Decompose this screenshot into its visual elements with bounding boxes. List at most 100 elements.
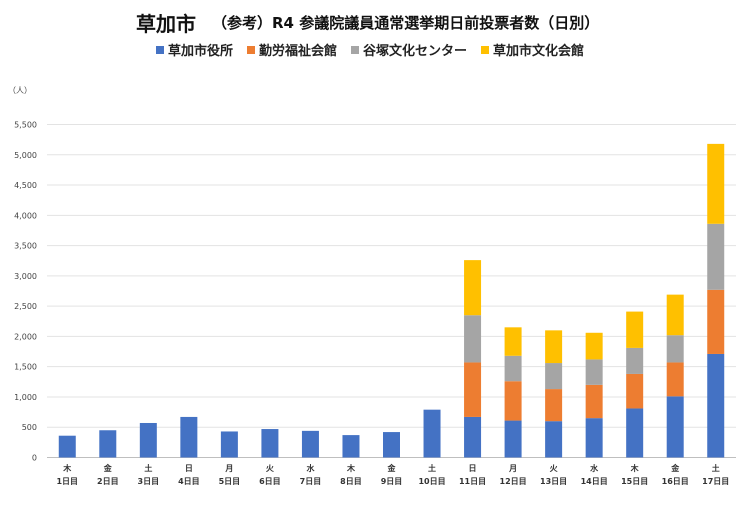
bar-segment bbox=[301, 430, 319, 458]
bar-segment bbox=[504, 420, 522, 458]
bar-segment bbox=[423, 409, 441, 458]
bar-segment bbox=[58, 435, 76, 458]
bar-segment bbox=[261, 429, 279, 458]
bar-segment bbox=[383, 432, 400, 458]
x-tick-weekday: 土 bbox=[144, 463, 152, 473]
x-tick-day: 7日目 bbox=[300, 477, 322, 486]
bar-segment bbox=[504, 355, 522, 382]
bar-segment bbox=[464, 315, 482, 363]
x-tick-weekday: 日 bbox=[469, 464, 477, 473]
bar-segment bbox=[545, 421, 563, 458]
y-tick-label: 0 bbox=[32, 454, 37, 463]
bar-segment bbox=[139, 422, 157, 458]
bar-segment bbox=[504, 327, 522, 356]
y-tick-label: 1,500 bbox=[14, 363, 37, 372]
x-tick-day: 14日目 bbox=[581, 477, 608, 486]
legend-item: 草加市役所 bbox=[155, 40, 233, 59]
bar-segment bbox=[180, 416, 198, 458]
x-tick-weekday: 水 bbox=[589, 463, 599, 473]
legend-label: 谷塚文化センター bbox=[363, 44, 468, 59]
bar-segment bbox=[666, 335, 684, 363]
y-axis-ticks: 0 500 1,000 1,500 2,000 2,500 3,000 3,500 4,000 4… bbox=[14, 121, 37, 463]
x-tick-weekday: 日 bbox=[185, 464, 193, 473]
bar-segment bbox=[585, 332, 603, 360]
legend: 草加市役所 勤労福祉会館 谷塚文化センター 草加市文化会館 bbox=[0, 40, 740, 59]
x-tick-day: 4日目 bbox=[178, 477, 200, 486]
x-tick-day: 2日目 bbox=[97, 477, 119, 486]
x-tick-day: 10日目 bbox=[418, 477, 445, 486]
legend-label: 草加市文化会館 bbox=[493, 44, 585, 59]
y-axis-unit-label: （人） bbox=[8, 86, 32, 95]
x-tick-day: 3日目 bbox=[138, 477, 160, 486]
bar-segment bbox=[464, 260, 482, 316]
x-tick-weekday: 土 bbox=[428, 463, 436, 473]
x-tick-day: 5日目 bbox=[219, 477, 241, 486]
x-tick-day: 6日目 bbox=[259, 477, 281, 486]
legend-label: 草加市役所 bbox=[167, 44, 233, 59]
y-tick-label: 2,500 bbox=[14, 302, 37, 311]
legend-item: 草加市文化会館 bbox=[481, 40, 584, 59]
x-tick-weekday: 月 bbox=[224, 464, 233, 473]
bar-segment bbox=[342, 435, 360, 458]
x-tick-weekday: 木 bbox=[630, 463, 640, 473]
title-row: 草加市 （参考）R4 参議院議員通常選挙期日前投票者数（日別） bbox=[0, 8, 740, 36]
x-tick-weekday: 土 bbox=[712, 463, 720, 473]
bar-segment bbox=[464, 416, 482, 458]
y-tick-label: 3,000 bbox=[14, 272, 37, 281]
y-tick-label: 3,500 bbox=[14, 242, 37, 251]
bar-segment bbox=[504, 381, 522, 421]
x-tick-day: 15日目 bbox=[621, 477, 648, 486]
bar-segment bbox=[626, 311, 644, 348]
legend-swatch bbox=[155, 45, 164, 54]
bar-segment bbox=[707, 353, 725, 458]
bar-segment bbox=[707, 223, 725, 290]
bar-segment bbox=[707, 143, 725, 224]
legend-swatch bbox=[481, 45, 490, 54]
legend-label: 勤労福祉会館 bbox=[258, 44, 337, 59]
x-tick-weekday: 火 bbox=[266, 464, 275, 473]
gridlines bbox=[47, 124, 736, 458]
bar-segment bbox=[545, 363, 563, 390]
legend-item: 勤労福祉会館 bbox=[246, 40, 337, 59]
x-tick-day: 13日目 bbox=[540, 477, 567, 486]
y-tick-label: 4,000 bbox=[14, 211, 37, 220]
bar-segment bbox=[666, 396, 684, 458]
legend-swatch bbox=[351, 45, 359, 54]
y-tick-label: 4,500 bbox=[14, 181, 37, 190]
bar-segment bbox=[545, 330, 563, 364]
bar-segment bbox=[585, 418, 603, 458]
legend-swatch bbox=[246, 45, 255, 54]
x-tick-day: 12日目 bbox=[500, 477, 527, 486]
bar-segment bbox=[585, 359, 603, 385]
bar-segment bbox=[626, 408, 644, 458]
y-tick-label: 2,000 bbox=[14, 332, 37, 341]
chart-subtitle: （参考）R4 参議院議員通常選挙期日前投票者数（日別） bbox=[212, 14, 600, 32]
y-tick-label: 5,500 bbox=[14, 121, 37, 130]
bar-segment bbox=[626, 373, 644, 409]
x-tick-day: 8日目 bbox=[340, 477, 362, 486]
x-tick-weekday: 金 bbox=[387, 463, 397, 473]
bar-segment bbox=[626, 347, 644, 374]
x-tick-weekday: 木 bbox=[62, 463, 72, 473]
x-tick-weekday: 火 bbox=[550, 464, 559, 473]
x-tick-weekday: 木 bbox=[346, 463, 356, 473]
x-tick-weekday: 金 bbox=[670, 463, 680, 473]
bars bbox=[58, 143, 725, 458]
y-tick-label: 500 bbox=[22, 423, 37, 432]
chart-title: 草加市 bbox=[136, 12, 196, 36]
x-tick-weekday: 月 bbox=[508, 464, 517, 473]
x-tick-day: 17日目 bbox=[702, 477, 729, 486]
bar-segment bbox=[99, 430, 117, 458]
x-axis-ticks: 木 1日目 金 2日目 土 3日目 日 4日目 月 5日目 火 6日目 水 7日目 木 8日目 金 9日目 土 10日… bbox=[56, 463, 729, 486]
y-tick-label: 5,000 bbox=[14, 151, 37, 160]
x-tick-day: 11日目 bbox=[459, 477, 486, 486]
x-tick-day: 1日目 bbox=[56, 477, 78, 486]
bar-segment bbox=[220, 431, 238, 458]
x-tick-day: 16日目 bbox=[662, 477, 689, 486]
legend-item: 谷塚文化センター bbox=[351, 40, 467, 59]
bar-segment bbox=[585, 384, 603, 419]
x-tick-weekday: 金 bbox=[103, 463, 113, 473]
x-tick-weekday: 水 bbox=[305, 463, 315, 473]
bar-segment bbox=[666, 362, 684, 397]
